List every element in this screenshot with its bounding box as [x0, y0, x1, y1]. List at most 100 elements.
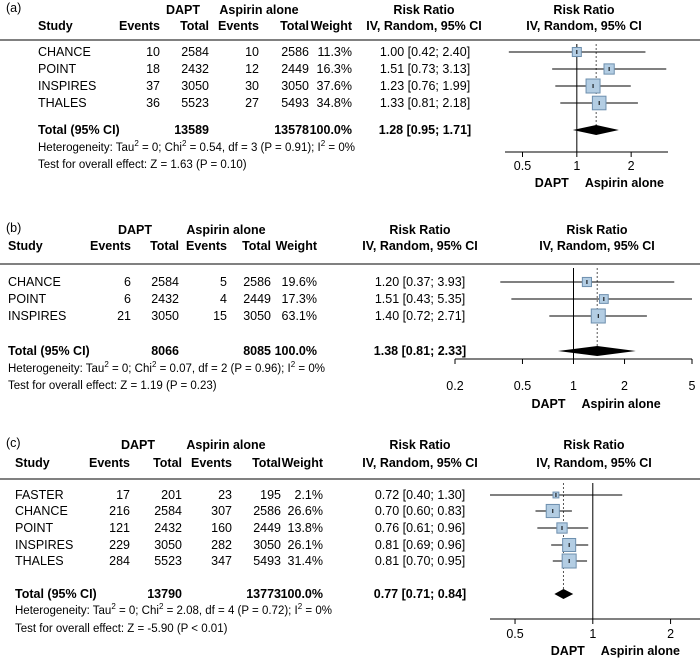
- study-name: CHANCE: [38, 45, 91, 59]
- study-header: Study: [15, 456, 50, 470]
- study-name: POINT: [15, 521, 54, 535]
- x-tick-label: 0.5: [514, 159, 531, 173]
- favours-dapt-label: DAPT: [531, 397, 565, 411]
- plot-method-header: IV, Random, 95% CI: [539, 239, 655, 253]
- risk-ratio-ci-cell: 1.51 [0.43; 5.35]: [375, 292, 465, 306]
- method-header: IV, Random, 95% CI: [362, 456, 478, 470]
- overall-effect-text: Test for overall effect: Z = 1.63 (P = 0…: [38, 159, 247, 171]
- aspirin-events-cell: 5: [220, 275, 227, 289]
- overall-effect-text: Test for overall effect: Z = -5.90 (P < …: [15, 623, 228, 635]
- heterogeneity-mid: = 0; Chi: [139, 142, 182, 154]
- total-risk-ratio-ci: 0.77 [0.71; 0.84]: [374, 587, 466, 601]
- forest-panel-b: (b) DAPT Aspirin alone Risk Ratio Risk Ratio…: [0, 221, 700, 411]
- risk-ratio-ci-cell: 1.00 [0.42; 2.40]: [380, 45, 470, 59]
- plot-risk-ratio-header: Risk Ratio: [563, 438, 624, 452]
- heterogeneity-end: = 0%: [325, 142, 355, 154]
- weight-cell: 34.8%: [317, 96, 352, 110]
- total-risk-ratio-ci: 1.28 [0.95; 1.71]: [379, 123, 471, 137]
- aspirin-total-sum: 8085: [243, 344, 271, 358]
- risk-ratio-ci-cell: 1.51 [0.73; 3.13]: [380, 62, 470, 76]
- risk-ratio-header: Risk Ratio: [393, 3, 454, 17]
- dapt-events-cell: 36: [146, 96, 160, 110]
- total-label: Total (95% CI): [38, 123, 120, 137]
- dapt-events-cell: 229: [109, 538, 130, 552]
- x-tick-label: 1: [570, 379, 577, 393]
- superscript-two: 2: [152, 360, 157, 369]
- risk-ratio-ci-cell: 0.81 [0.70; 0.95]: [375, 554, 465, 568]
- superscript-two: 2: [134, 139, 139, 148]
- aspirin-header: Aspirin alone: [186, 223, 265, 237]
- study-name: THALES: [38, 96, 87, 110]
- panel-label: (b): [6, 221, 21, 235]
- aspirin-events-header: Events: [186, 239, 227, 253]
- aspirin-total-cell: 5493: [281, 96, 309, 110]
- heterogeneity-mid: = 0; Chi: [116, 605, 159, 617]
- dapt-total-cell: 3050: [181, 79, 209, 93]
- favours-aspirin-label: Aspirin alone: [582, 397, 661, 411]
- superscript-two: 2: [291, 360, 296, 369]
- aspirin-total-cell: 2586: [253, 504, 281, 518]
- aspirin-total-header: Total: [242, 239, 271, 253]
- weight-cell: 63.1%: [282, 309, 317, 323]
- plot-method-header: IV, Random, 95% CI: [536, 456, 652, 470]
- x-tick-label: 1: [573, 159, 580, 173]
- total-weight: 100.0%: [310, 123, 352, 137]
- study-name: INSPIRES: [8, 309, 66, 323]
- weight-header: Weight: [282, 456, 324, 470]
- x-tick-label: 0.5: [506, 627, 523, 641]
- aspirin-total-cell: 2449: [243, 292, 271, 306]
- aspirin-total-header: Total: [252, 456, 281, 470]
- risk-ratio-ci-cell: 1.33 [0.81; 2.18]: [380, 96, 470, 110]
- superscript-two: 2: [104, 360, 109, 369]
- dapt-total-cell: 2432: [154, 521, 182, 535]
- dapt-total-cell: 2584: [154, 504, 182, 518]
- dapt-events-cell: 37: [146, 79, 160, 93]
- aspirin-events-cell: 23: [218, 488, 232, 502]
- aspirin-total-sum: 13773: [246, 587, 281, 601]
- dapt-header: DAPT: [121, 438, 155, 452]
- aspirin-events-cell: 160: [211, 521, 232, 535]
- x-tick-label: 2: [621, 379, 628, 393]
- dapt-events-cell: 6: [124, 275, 131, 289]
- heterogeneity-mid: = 0; Chi: [109, 363, 152, 375]
- dapt-header: DAPT: [118, 223, 152, 237]
- aspirin-total-cell: 5493: [253, 554, 281, 568]
- study-name: FASTER: [15, 488, 64, 502]
- heterogeneity-prefix: Heterogeneity: Tau: [38, 142, 134, 154]
- aspirin-total-cell: 195: [260, 488, 281, 502]
- risk-ratio-ci-cell: 0.76 [0.61; 0.96]: [375, 521, 465, 535]
- dapt-total-header: Total: [150, 239, 179, 253]
- weight-header: Weight: [311, 19, 353, 33]
- aspirin-events-header: Events: [191, 456, 232, 470]
- weight-cell: 16.3%: [317, 62, 352, 76]
- dapt-total-header: Total: [180, 19, 209, 33]
- weight-cell: 2.1%: [295, 488, 324, 502]
- aspirin-events-cell: 4: [220, 292, 227, 306]
- risk-ratio-ci-cell: 1.23 [0.76; 1.99]: [380, 79, 470, 93]
- superscript-two: 2: [111, 602, 116, 611]
- aspirin-events-cell: 282: [211, 538, 232, 552]
- aspirin-events-cell: 30: [245, 79, 259, 93]
- dapt-events-cell: 21: [117, 309, 131, 323]
- dapt-total-cell: 2584: [181, 45, 209, 59]
- total-label: Total (95% CI): [8, 344, 90, 358]
- aspirin-total-sum: 13578: [274, 123, 309, 137]
- dapt-events-cell: 121: [109, 521, 130, 535]
- risk-ratio-ci-cell: 1.20 [0.37; 3.93]: [375, 275, 465, 289]
- aspirin-events-cell: 10: [245, 45, 259, 59]
- superscript-two: 2: [321, 139, 326, 148]
- plot-risk-ratio-header: Risk Ratio: [566, 223, 627, 237]
- study-name: INSPIRES: [38, 79, 96, 93]
- aspirin-total-cell: 3050: [243, 309, 271, 323]
- weight-cell: 37.6%: [317, 79, 352, 93]
- total-label: Total (95% CI): [15, 587, 97, 601]
- dapt-total-cell: 201: [161, 488, 182, 502]
- weight-cell: 26.6%: [288, 504, 323, 518]
- risk-ratio-header: Risk Ratio: [389, 438, 450, 452]
- dapt-total-cell: 5523: [154, 554, 182, 568]
- method-header: IV, Random, 95% CI: [362, 239, 478, 253]
- study-name: POINT: [8, 292, 47, 306]
- dapt-total-cell: 3050: [151, 309, 179, 323]
- heterogeneity-end: = 0%: [295, 363, 325, 375]
- panel-label: (c): [6, 436, 21, 450]
